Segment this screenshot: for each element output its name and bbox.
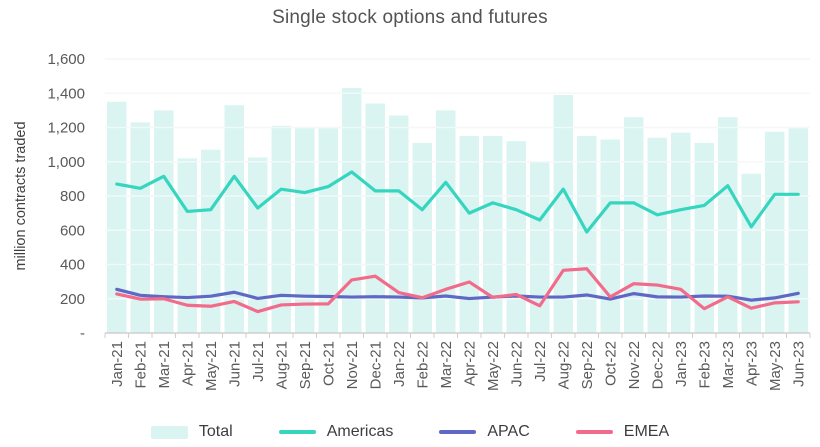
bar xyxy=(600,139,620,333)
legend-item-total[interactable]: Total xyxy=(150,423,233,441)
legend-label-total: Total xyxy=(198,423,233,440)
apac-line xyxy=(115,287,800,302)
x-tick-label: Feb-21 xyxy=(132,341,149,389)
bar xyxy=(130,122,150,333)
x-tick-label: Dec-21 xyxy=(367,341,384,389)
legend-label-americas: Americas xyxy=(326,423,394,440)
x-tick-label: Aug-21 xyxy=(273,341,290,389)
bar xyxy=(718,117,738,333)
x-tick-label: Nov-22 xyxy=(626,341,643,389)
legend-swatch-emea xyxy=(575,430,613,434)
bar xyxy=(741,173,761,333)
x-tick-label: Nov-21 xyxy=(344,341,361,389)
legend-swatch-total xyxy=(150,425,188,439)
legend-swatch-americas xyxy=(278,430,316,434)
x-tick-label: Oct-22 xyxy=(602,341,619,386)
bar xyxy=(765,131,785,333)
bar xyxy=(107,101,127,333)
legend-label-emea: EMEA xyxy=(623,423,670,440)
bar xyxy=(577,136,597,333)
bar xyxy=(624,117,644,333)
bar xyxy=(553,94,573,334)
x-tick-label: Jul-21 xyxy=(250,341,267,382)
emea-line xyxy=(115,267,800,314)
x-tick-label: Sep-21 xyxy=(297,341,314,389)
x-tick-label: Apr-21 xyxy=(179,341,196,386)
bar xyxy=(436,110,456,333)
x-tick-label: Jun-21 xyxy=(226,341,243,387)
y-tick-label: 1,400 xyxy=(47,85,85,102)
x-tick-label: May-22 xyxy=(485,341,502,391)
plot-area: - 200 400 600 800 1,000 1,200 1,400 1,600 Jan-21 F… xyxy=(47,51,811,391)
x-tick-label: Oct-21 xyxy=(320,341,337,386)
x-tick-label: Dec-22 xyxy=(649,341,666,389)
bar xyxy=(248,157,268,333)
legend-item-americas[interactable]: Americas xyxy=(278,423,394,441)
y-tick-label: 400 xyxy=(60,257,85,274)
americas-line xyxy=(115,170,800,234)
bar xyxy=(694,142,714,333)
legend-item-apac[interactable]: APAC xyxy=(439,423,530,441)
x-tick-label: Sep-22 xyxy=(579,341,596,389)
y-tick-label: 600 xyxy=(60,222,85,239)
bar xyxy=(154,110,174,333)
bar xyxy=(647,137,667,333)
y-tick-label: - xyxy=(80,325,85,342)
x-tick-label: Jul-22 xyxy=(532,341,549,382)
y-tick-label: 200 xyxy=(60,291,85,308)
x-tick-label: Jan-23 xyxy=(673,341,690,387)
y-tick-label: 1,200 xyxy=(47,120,85,137)
y-tick-label: 1,000 xyxy=(47,154,85,171)
legend: Total Americas APAC EMEA xyxy=(0,419,820,445)
x-tick-label: Jun-23 xyxy=(790,341,807,387)
legend-label-apac: APAC xyxy=(487,423,530,440)
y-tick-label: 1,600 xyxy=(47,51,85,68)
x-tick-label: Mar-21 xyxy=(156,341,173,389)
bar xyxy=(389,115,409,333)
legend-swatch-apac xyxy=(439,430,477,434)
bar xyxy=(671,132,691,333)
x-tick-label: Feb-23 xyxy=(696,341,713,389)
x-tick-label: Jun-22 xyxy=(508,341,525,387)
x-tick-label: Mar-23 xyxy=(720,341,737,389)
x-tick-label: Jan-21 xyxy=(109,341,126,387)
legend-item-emea[interactable]: EMEA xyxy=(575,423,670,441)
x-tick-label: Apr-22 xyxy=(461,341,478,386)
bar xyxy=(412,142,432,333)
bar xyxy=(506,141,526,333)
x-tick-label: May-23 xyxy=(767,341,784,391)
chart-title: Single stock options and futures xyxy=(272,7,548,28)
x-tick-label: Jan-22 xyxy=(391,341,408,387)
x-tick-label: Apr-23 xyxy=(743,341,760,386)
y-tick-label: 800 xyxy=(60,188,85,205)
bar xyxy=(342,88,362,333)
x-tick-label: Aug-22 xyxy=(555,341,572,389)
bar xyxy=(459,136,479,333)
bar xyxy=(271,125,291,333)
x-tick-label: Feb-22 xyxy=(414,341,431,389)
bar xyxy=(530,161,550,333)
x-tick-label: May-21 xyxy=(203,341,220,391)
bar xyxy=(483,136,503,333)
x-tick-label: Mar-22 xyxy=(438,341,455,389)
